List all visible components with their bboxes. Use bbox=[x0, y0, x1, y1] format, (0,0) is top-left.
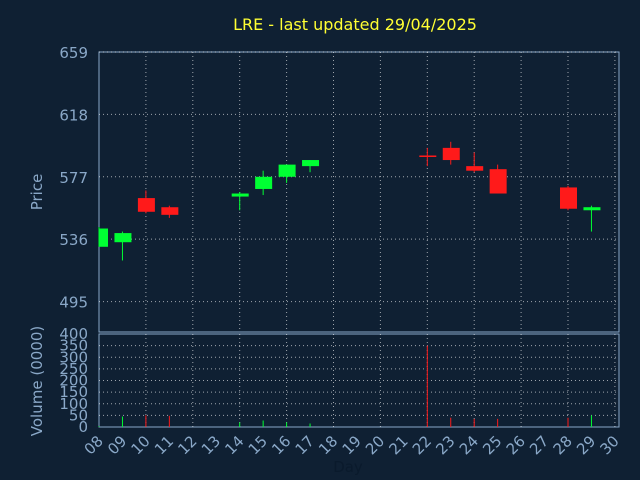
x-tick-label: 25 bbox=[479, 432, 505, 458]
x-tick-label: 15 bbox=[245, 432, 271, 458]
grid-layer bbox=[99, 51, 619, 427]
volume-tick-label: 0 bbox=[78, 418, 88, 436]
volume-tick-label: 200 bbox=[59, 372, 88, 390]
x-tick-label: 11 bbox=[151, 432, 177, 458]
x-tick-label: 28 bbox=[550, 432, 576, 458]
candle-body bbox=[442, 147, 460, 161]
x-axis-label: Day bbox=[333, 458, 363, 476]
candle-body bbox=[489, 169, 507, 194]
price-tick-label: 495 bbox=[59, 294, 88, 312]
volume-tick-label: 150 bbox=[59, 383, 88, 401]
price-tick-label: 536 bbox=[59, 231, 88, 249]
x-tick-label: 13 bbox=[198, 432, 224, 458]
volume-tick-label: 300 bbox=[59, 348, 88, 366]
x-tick-label: 29 bbox=[573, 432, 599, 458]
x-tick-label: 17 bbox=[292, 432, 318, 458]
candle-body bbox=[278, 164, 296, 177]
x-tick-label: 23 bbox=[432, 432, 458, 458]
price-tick-label: 577 bbox=[59, 169, 88, 187]
volume-tick-label: 100 bbox=[59, 395, 88, 413]
x-tick-label: 27 bbox=[526, 432, 552, 458]
x-tick-label: 09 bbox=[104, 432, 130, 458]
x-tick-label: 24 bbox=[456, 432, 482, 458]
x-tick-label: 14 bbox=[221, 432, 247, 458]
x-tick-label: 12 bbox=[174, 432, 200, 458]
candle-body bbox=[114, 233, 132, 243]
x-tick-label: 10 bbox=[127, 432, 153, 458]
volume-tick-label: 50 bbox=[69, 406, 88, 424]
price-tick-label: 618 bbox=[59, 106, 88, 124]
x-tick-label: 21 bbox=[385, 432, 411, 458]
candle-body bbox=[419, 155, 437, 157]
candle-body bbox=[583, 207, 601, 211]
candle-body bbox=[466, 166, 484, 171]
volume-tick-label: 250 bbox=[59, 360, 88, 378]
x-tick-label: 16 bbox=[268, 432, 294, 458]
x-tick-label: 08 bbox=[81, 432, 107, 458]
x-tick-label: 30 bbox=[596, 432, 622, 458]
candles-layer bbox=[98, 141, 601, 261]
volume-tick-label: 400 bbox=[59, 325, 88, 343]
candle-body bbox=[302, 160, 320, 167]
price-axis-label: Price bbox=[28, 174, 46, 211]
volume-axis-label: Volume (0000) bbox=[28, 326, 46, 436]
candle-body bbox=[99, 228, 108, 247]
candle-body bbox=[560, 187, 577, 209]
volume-bars-layer bbox=[98, 345, 592, 427]
chart-title: LRE - last updated 29/04/2025 bbox=[233, 15, 477, 34]
x-tick-label: 26 bbox=[503, 432, 529, 458]
price-tick-label: 659 bbox=[59, 44, 88, 62]
x-tick-label: 18 bbox=[315, 432, 341, 458]
volume-tick-label: 350 bbox=[59, 337, 88, 355]
candle-body bbox=[255, 176, 273, 189]
candle-body bbox=[161, 207, 179, 215]
axis-labels-layer: 659 618 577 536 495 4003503002502001501005000… bbox=[59, 44, 622, 458]
candle-body bbox=[137, 198, 155, 212]
price-panel-frame bbox=[98, 51, 620, 333]
candle-body bbox=[231, 193, 249, 197]
x-tick-label: 20 bbox=[362, 432, 388, 458]
x-tick-label: 22 bbox=[409, 432, 435, 458]
x-tick-label: 19 bbox=[339, 432, 365, 458]
